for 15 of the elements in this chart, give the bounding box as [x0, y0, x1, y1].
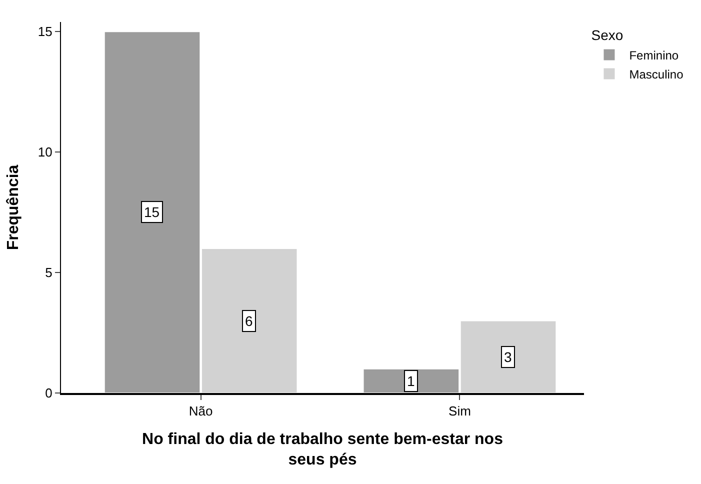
y-tick-label: 0: [45, 386, 52, 401]
legend-label: Masculino: [629, 67, 684, 82]
legend-label: Feminino: [629, 48, 679, 62]
data-label: 6: [245, 313, 253, 329]
x-tick-label: Não: [188, 404, 213, 419]
data-label: 15: [144, 204, 160, 220]
y-tick-label: 15: [38, 24, 52, 40]
x-axis-title: No final do dia de trabalho sente bem-estar nos seus pés: [142, 430, 504, 469]
y-axis-title: Frequência: [4, 164, 22, 250]
legend-title: Sexo: [591, 27, 624, 44]
x-tick-label: Sim: [448, 404, 471, 419]
data-label: 1: [407, 373, 415, 389]
y-tick-label: 10: [38, 144, 52, 160]
data-label: 3: [504, 349, 512, 365]
y-tick-label: 5: [45, 265, 52, 280]
